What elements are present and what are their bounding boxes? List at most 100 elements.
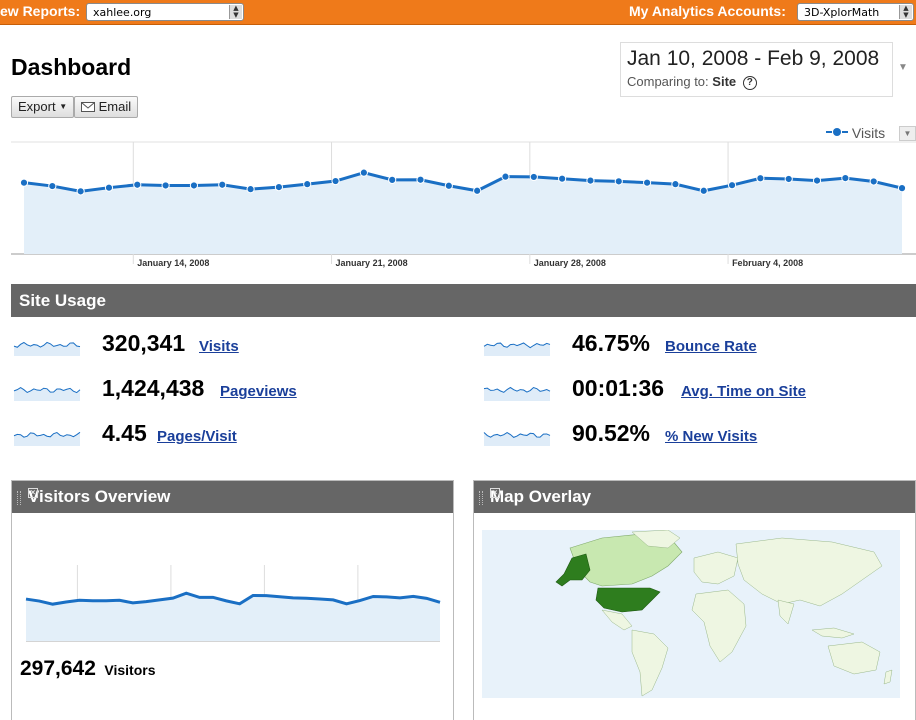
- map-asia: [735, 537, 883, 607]
- visits-point: [841, 174, 850, 183]
- close-icon[interactable]: ×: [28, 488, 38, 498]
- metric-3: 4.45 Pages/Visit: [12, 420, 432, 450]
- select-arrows-icon: ▲ ▼: [899, 5, 912, 19]
- map-greenland: [631, 530, 681, 549]
- visitors-overview-panel: Visitors Overview × 297,642 Visitors: [11, 480, 454, 720]
- date-range-picker[interactable]: Jan 10, 2008 - Feb 9, 2008 Comparing to:…: [620, 42, 893, 97]
- sparkline-line: [13, 341, 81, 348]
- sparkline-area: [14, 342, 80, 356]
- sparkline-line: [13, 431, 81, 438]
- metric-value: 1,424,438: [102, 375, 205, 401]
- metric-5: 00:01:36 Avg. Time on Site: [482, 375, 902, 405]
- map-new-zealand: [883, 669, 893, 685]
- visitors-overview-title: Visitors Overview: [28, 487, 171, 506]
- metric-value: 4.45: [102, 420, 147, 446]
- x-tick-label: February 4, 2008: [732, 258, 803, 268]
- sparkline: [483, 386, 551, 401]
- drag-handle-icon[interactable]: [17, 491, 21, 505]
- sparkline-area: [484, 432, 550, 446]
- visits-point: [444, 181, 453, 190]
- chart-legend[interactable]: Visits: [826, 125, 885, 141]
- visits-point: [558, 174, 567, 183]
- legend-swatch: [826, 128, 848, 136]
- metric-link[interactable]: Visits: [199, 338, 239, 355]
- visitors-count: 297,642 Visitors: [20, 657, 155, 681]
- drag-handle-icon[interactable]: [479, 491, 483, 505]
- map-overlay-header[interactable]: Map Overlay ×: [474, 481, 915, 513]
- visits-point: [161, 181, 170, 190]
- visits-line: [23, 171, 903, 193]
- visits-point: [897, 184, 907, 193]
- visits-point: [473, 186, 482, 195]
- visits-chart: January 14, 2008 January 21, 2008 January …: [11, 141, 916, 268]
- metric-link[interactable]: Pages/Visit: [157, 428, 237, 445]
- sparkline: [13, 341, 81, 356]
- visits-point: [699, 186, 708, 195]
- x-tick-label: January 14, 2008: [137, 258, 209, 268]
- visits-point: [501, 172, 510, 181]
- visits-point: [274, 182, 284, 192]
- visits-point: [388, 175, 397, 184]
- site-usage-title: Site Usage: [19, 291, 106, 310]
- date-range-text: Jan 10, 2008 - Feb 9, 2008: [627, 47, 880, 70]
- visits-point: [246, 185, 255, 194]
- visitors-overview-header[interactable]: Visitors Overview ×: [12, 481, 453, 513]
- select-arrows-icon: ▲ ▼: [229, 5, 242, 19]
- visits-point: [614, 177, 623, 186]
- visits-point: [869, 177, 878, 186]
- sparkline: [483, 342, 551, 356]
- view-reports-label: ew Reports:: [0, 3, 81, 19]
- metric-link[interactable]: Avg. Time on Site: [681, 383, 807, 400]
- site-usage-header: Site Usage: [11, 284, 916, 317]
- metric-1: 320,341 Visits: [12, 330, 432, 360]
- visits-point: [586, 176, 595, 185]
- visits-point: [19, 178, 29, 187]
- metric-link[interactable]: % New Visits: [665, 428, 758, 445]
- legend-label: Visits: [851, 125, 886, 141]
- export-button[interactable]: Export ▼: [11, 96, 75, 118]
- visits-point: [303, 180, 312, 189]
- page-title: Dashboard: [11, 54, 132, 80]
- help-icon[interactable]: ?: [742, 76, 757, 90]
- dropdown-arrow-icon: ▼: [59, 102, 68, 111]
- visitors-label: Visitors: [104, 662, 156, 678]
- export-label: Export: [18, 99, 56, 114]
- email-button[interactable]: Email: [74, 96, 139, 118]
- visits-point: [76, 187, 85, 196]
- map-europe: [693, 551, 739, 585]
- world-map-graphic: [555, 530, 893, 697]
- metric-value: 46.75%: [572, 330, 651, 356]
- visitors-number: 297,642: [20, 657, 96, 680]
- visits-point: [812, 176, 822, 185]
- site-select[interactable]: xahlee.org ▲ ▼: [86, 3, 244, 21]
- analytics-accounts-label: My Analytics Accounts:: [629, 3, 786, 19]
- envelope-icon: [81, 102, 95, 112]
- visits-point: [331, 176, 340, 186]
- metric-link[interactable]: Pageviews: [220, 383, 297, 400]
- map-overlay-panel: Map Overlay ×: [473, 480, 916, 720]
- metric-value: 00:01:36: [572, 375, 665, 401]
- email-label: Email: [98, 99, 132, 114]
- legend-dropdown-icon[interactable]: ▼: [899, 126, 916, 141]
- sparkline-area: [484, 387, 550, 401]
- visits-point: [529, 172, 538, 182]
- world-map[interactable]: [482, 530, 900, 698]
- date-dropdown-icon[interactable]: ▼: [898, 62, 908, 73]
- metric-link[interactable]: Bounce Rate: [665, 338, 757, 355]
- map-mexico: [601, 609, 633, 631]
- visits-area: [24, 172, 902, 254]
- x-tick-label: January 28, 2008: [534, 258, 606, 268]
- sparkline: [483, 432, 551, 446]
- close-icon[interactable]: ×: [490, 488, 500, 498]
- visitors-line: [25, 591, 441, 606]
- account-select[interactable]: 3D-XplorMath ▲ ▼: [797, 3, 914, 21]
- map-indonesia: [811, 627, 855, 639]
- sparkline-line: [483, 342, 551, 349]
- sparkline-area: [484, 342, 550, 356]
- metric-4: 46.75% Bounce Rate: [482, 330, 902, 360]
- account-select-value: 3D-XplorMath: [804, 6, 880, 19]
- sparkline-area: [14, 432, 80, 446]
- visits-point: [133, 180, 142, 189]
- visits-point: [218, 180, 227, 189]
- map-australia: [827, 641, 881, 675]
